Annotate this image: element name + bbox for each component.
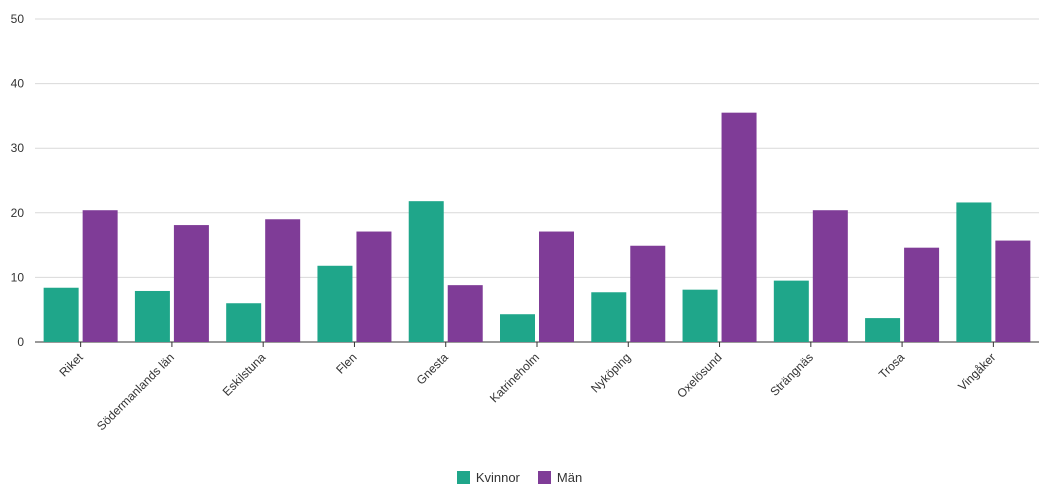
x-tick-label: Katrineholm [487,350,542,405]
bar-kvinnor-5[interactable] [500,314,535,342]
legend-swatch-man [537,471,551,484]
bar-kvinnor-7[interactable] [682,289,718,342]
bar-kvinnor-0[interactable] [43,287,79,342]
y-tick-label: 40 [11,77,25,91]
legend-item-kvinnor[interactable]: Kvinnor [456,470,520,485]
bar-m-n-3[interactable] [356,231,392,342]
y-tick-label: 10 [11,270,25,284]
bar-kvinnor-8[interactable] [773,280,809,342]
bars [43,112,1031,342]
x-tick-label: Trosa [876,350,908,382]
bar-m-n-7[interactable] [721,112,757,342]
legend-label-kvinnor: Kvinnor [475,470,520,485]
bar-m-n-2[interactable] [265,219,301,342]
x-tick-label: Vingåker [955,350,998,393]
y-axis: 0 10 20 30 40 50 [11,12,25,349]
bar-m-n-0[interactable] [82,210,118,342]
x-tick-label: Eskilstuna [220,350,269,399]
x-tick-label: Oxelösund [674,350,724,400]
legend-swatch-kvinnor [456,471,470,484]
y-tick-label: 30 [11,141,25,155]
x-tick-label: Södermanlands län [94,350,177,433]
legend: Kvinnor Män [0,470,1039,485]
legend-item-man[interactable]: Män [537,470,583,485]
y-tick-label: 50 [11,12,25,26]
bar-kvinnor-10[interactable] [956,202,992,342]
bar-m-n-1[interactable] [173,225,209,342]
bar-kvinnor-3[interactable] [317,265,353,342]
x-tick-label: Gnesta [414,350,451,387]
bar-kvinnor-2[interactable] [226,303,262,342]
bar-m-n-10[interactable] [995,240,1031,342]
x-axis: Riket Södermanlands län Eskilstuna Flen Gnes… [57,342,998,433]
x-tick-label: Riket [57,350,87,380]
bar-m-n-5[interactable] [539,231,574,342]
x-tick-label: Nyköping [588,350,633,395]
x-tick-label: Strängnäs [767,350,816,399]
x-tick-label: Flen [333,350,359,376]
bar-m-n-9[interactable] [904,247,940,342]
bar-kvinnor-6[interactable] [591,292,627,342]
bar-m-n-8[interactable] [812,210,848,342]
bar-kvinnor-9[interactable] [865,318,901,342]
legend-label-man: Män [556,470,583,485]
y-tick-label: 0 [17,335,24,349]
y-tick-label: 20 [11,206,25,220]
bar-kvinnor-4[interactable] [408,201,444,342]
bar-m-n-4[interactable] [447,285,483,342]
bar-m-n-6[interactable] [630,245,666,342]
bar-kvinnor-1[interactable] [134,290,170,342]
